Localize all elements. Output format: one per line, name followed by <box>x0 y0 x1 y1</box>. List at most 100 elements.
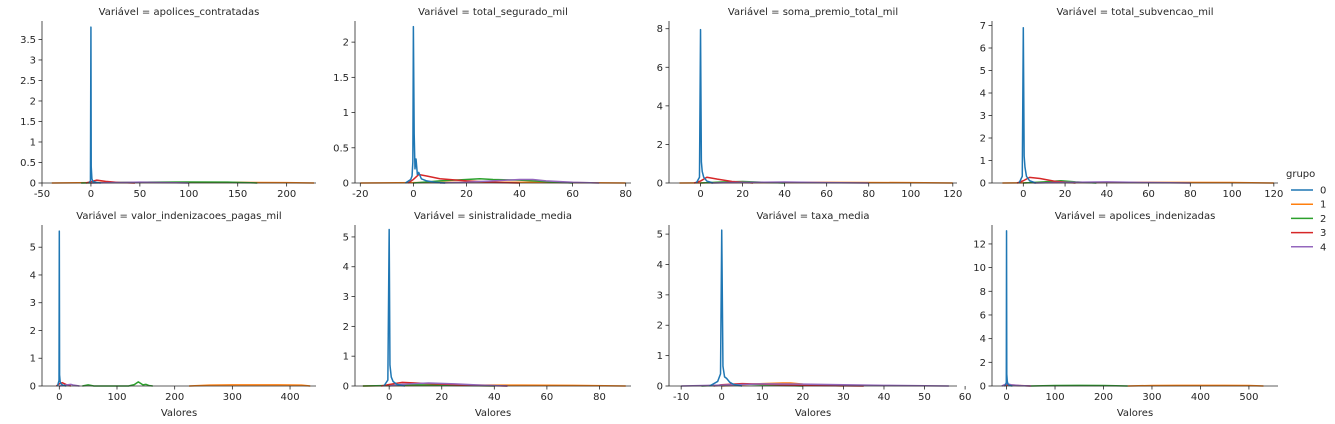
x-tick-label: 0 <box>88 189 94 200</box>
x-tick-label: 500 <box>1239 392 1258 403</box>
facet-panel-4: Variável = valor_indenizacoes_pagas_mil 0… <box>30 210 316 419</box>
x-axis-label: Valores <box>161 408 197 419</box>
x-tick-label: 40 <box>1100 189 1113 200</box>
x-tick-label: 100 <box>901 189 920 200</box>
y-tick-label: 7 <box>980 21 986 32</box>
x-tick-label: 0 <box>1020 189 1026 200</box>
x-tick-label: 40 <box>513 189 526 200</box>
x-tick-label: 100 <box>179 189 198 200</box>
x-tick-label: 60 <box>566 189 579 200</box>
y-tick-label: 2.5 <box>20 76 36 87</box>
x-tick-label: 50 <box>133 189 146 200</box>
y-tick-label: 4 <box>980 334 986 345</box>
series-line-grupo-0 <box>709 229 743 387</box>
y-tick-label: 3 <box>30 55 36 66</box>
legend-label-grupo-0: 0 <box>1320 186 1326 197</box>
facet-panel-0: Variável = apolices_contratadas-50 0 50 100… <box>20 6 316 200</box>
y-tick-label: 1 <box>30 354 36 365</box>
legend: grupo 0 1 2 3 4 <box>1286 169 1326 253</box>
y-tick-label: 6 <box>657 63 663 74</box>
y-tick-label: 2 <box>980 358 986 369</box>
y-tick-label: 8 <box>657 24 663 35</box>
series-line-grupo-0 <box>405 25 446 184</box>
y-tick-label: 4 <box>657 260 663 271</box>
y-tick-label: 1.5 <box>333 73 349 84</box>
x-tick-label: 60 <box>541 392 554 403</box>
x-tick-label: 400 <box>1191 392 1210 403</box>
series-line-grupo-2 <box>413 178 573 184</box>
x-tick-label: 80 <box>1184 189 1197 200</box>
panel-title: Variável = taxa_media <box>756 210 869 222</box>
y-tick-label: 0.5 <box>20 158 36 169</box>
y-tick-label: 6 <box>980 310 986 321</box>
panel-title: Variável = apolices_contratadas <box>99 6 260 18</box>
x-tick-label: 0 <box>56 392 62 403</box>
x-tick-label: 20 <box>1059 189 1072 200</box>
series-line-grupo-3 <box>1016 176 1076 184</box>
x-tick-label: 120 <box>1264 189 1283 200</box>
x-tick-label: 300 <box>1142 392 1161 403</box>
x-tick-label: 80 <box>619 189 632 200</box>
x-tick-label: 40 <box>778 189 791 200</box>
series-line-grupo-0 <box>1018 27 1037 184</box>
x-tick-label: 60 <box>959 392 972 403</box>
x-tick-label: 300 <box>223 392 242 403</box>
legend-label-grupo-1: 1 <box>1320 200 1326 211</box>
x-tick-label: 30 <box>837 392 850 403</box>
x-tick-label: 10 <box>756 392 769 403</box>
x-tick-label: 20 <box>796 392 809 403</box>
x-axis-label: Valores <box>475 408 511 419</box>
x-tick-label: 200 <box>165 392 184 403</box>
y-tick-label: 2 <box>657 140 663 151</box>
x-tick-label: 60 <box>820 189 833 200</box>
series-line-grupo-0 <box>383 228 406 387</box>
series-line-grupo-1 <box>189 384 311 387</box>
y-tick-label: 2 <box>343 322 349 333</box>
x-tick-label: 400 <box>280 392 299 403</box>
y-tick-label: 4 <box>657 101 663 112</box>
series-line-grupo-0 <box>1004 230 1013 387</box>
y-tick-label: 0 <box>980 179 986 190</box>
panel-title: Variável = total_segurado_mil <box>418 6 568 18</box>
facet-panel-1: Variável = total_segurado_mil-20 0 20 40 60 8… <box>333 6 632 200</box>
y-tick-label: 3 <box>30 298 36 309</box>
y-tick-label: 0 <box>30 179 36 190</box>
legend-label-grupo-2: 2 <box>1320 214 1326 225</box>
x-tick-label: 0 <box>697 189 703 200</box>
y-tick-label: 1.5 <box>20 117 36 128</box>
x-axis-label: Valores <box>1117 408 1153 419</box>
x-tick-label: 200 <box>277 189 296 200</box>
series-line-grupo-0 <box>56 230 67 387</box>
legend-label-grupo-3: 3 <box>1320 228 1326 239</box>
panel-title: Variável = soma_premio_total_mil <box>728 6 898 18</box>
facet-panel-6: Variável = taxa_media -10 0 10 20 30 40 50 60 0 1 2… <box>657 210 972 419</box>
x-tick-label: 60 <box>1142 189 1155 200</box>
y-tick-label: 5 <box>343 232 349 243</box>
legend-label-grupo-4: 4 <box>1320 242 1326 253</box>
y-tick-label: 2 <box>980 134 986 145</box>
y-tick-label: 3 <box>343 292 349 303</box>
y-tick-label: 0 <box>30 382 36 393</box>
series-line-grupo-4 <box>439 178 600 184</box>
y-tick-label: 2 <box>343 38 349 49</box>
x-tick-label: 150 <box>228 189 247 200</box>
x-tick-label: 40 <box>488 392 501 403</box>
x-tick-label: 20 <box>460 189 473 200</box>
x-tick-label: 0 <box>719 392 725 403</box>
y-tick-label: 2 <box>30 96 36 107</box>
y-tick-label: 0.5 <box>333 143 349 154</box>
y-tick-label: 0 <box>657 179 663 190</box>
x-tick-label: 120 <box>943 189 962 200</box>
y-tick-label: 0 <box>657 382 663 393</box>
x-tick-label: -10 <box>673 392 689 403</box>
y-tick-label: 3.5 <box>20 35 36 46</box>
x-axis-label: Valores <box>795 408 831 419</box>
y-tick-label: 4 <box>30 270 36 281</box>
series-line-grupo-0 <box>88 26 101 184</box>
y-tick-label: 3 <box>657 290 663 301</box>
x-tick-label: 100 <box>1223 189 1242 200</box>
y-tick-label: 1 <box>343 108 349 119</box>
